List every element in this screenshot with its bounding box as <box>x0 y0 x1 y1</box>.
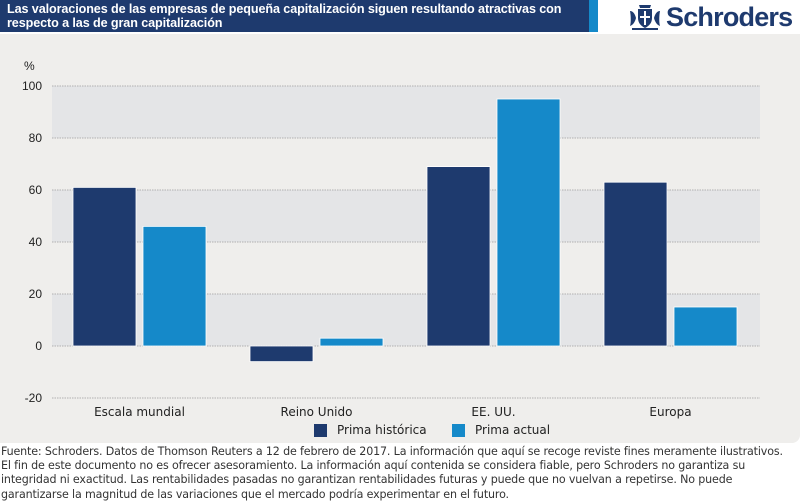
footnote-line: El fin de este documento no es ofrecer a… <box>1 459 746 473</box>
bar-current <box>673 306 738 347</box>
y-axis-ticks: 100 80 60 40 20 0 -20 <box>22 79 42 405</box>
chart-title: Las valoraciones de las empresas de pequ… <box>7 2 562 30</box>
legend-swatch-current <box>452 423 465 437</box>
legend-item-current: Prima actual <box>452 423 550 437</box>
y-tick-label: -20 <box>25 391 43 405</box>
title-bar: Las valoraciones de las empresas de pequ… <box>0 0 598 32</box>
y-axis-label: % <box>24 59 35 73</box>
bar-chart: 100 80 60 40 20 0 -20 % Escala mundial Reino Un… <box>22 59 760 419</box>
bar-historic <box>426 166 491 347</box>
y-tick-label: 0 <box>35 339 42 353</box>
bar-historic <box>72 186 137 347</box>
y-tick-label: 40 <box>29 235 43 249</box>
crest-icon <box>630 5 660 30</box>
bars <box>72 98 738 363</box>
x-category-label: Escala mundial <box>94 405 185 419</box>
y-tick-label: 100 <box>22 79 42 93</box>
x-category-label: EE. UU. <box>471 405 515 419</box>
legend-label-current: Prima actual <box>475 423 551 437</box>
y-tick-label: 80 <box>29 131 43 145</box>
y-tick-label: 20 <box>29 287 43 301</box>
brand-name: Schroders <box>666 1 793 32</box>
bar-historic <box>249 345 314 363</box>
bar-current <box>496 98 561 347</box>
x-axis-categories: Escala mundial Reino Unido EE. UU. Europa <box>94 405 692 419</box>
source-footnote: Fuente: Schroders. Datos de Thomson Reut… <box>1 445 800 502</box>
bar-current <box>142 225 207 347</box>
footnote-line: integridad ni exactitud. Las rentabilida… <box>1 473 733 487</box>
footnote-line: garantizarse la magnitud de las variacio… <box>1 487 509 501</box>
bar-historic <box>603 181 668 347</box>
chart-card: 100 80 60 40 20 0 -20 % Escala mundial Reino Un… <box>0 34 800 443</box>
brand-logo: Schroders <box>628 1 793 32</box>
legend-item-historic: Prima histórica <box>314 423 427 437</box>
footnote-line: Fuente: Schroders. Datos de Thomson Reut… <box>1 445 783 458</box>
legend-label-historic: Prima histórica <box>337 423 427 437</box>
y-tick-label: 60 <box>29 183 43 197</box>
legend-swatch-historic <box>314 423 327 437</box>
x-category-label: Reino Unido <box>281 405 353 419</box>
bar-current <box>319 337 384 347</box>
legend: Prima histórica Prima actual <box>0 423 800 441</box>
grid-band <box>52 86 760 138</box>
x-category-label: Europa <box>649 405 691 419</box>
